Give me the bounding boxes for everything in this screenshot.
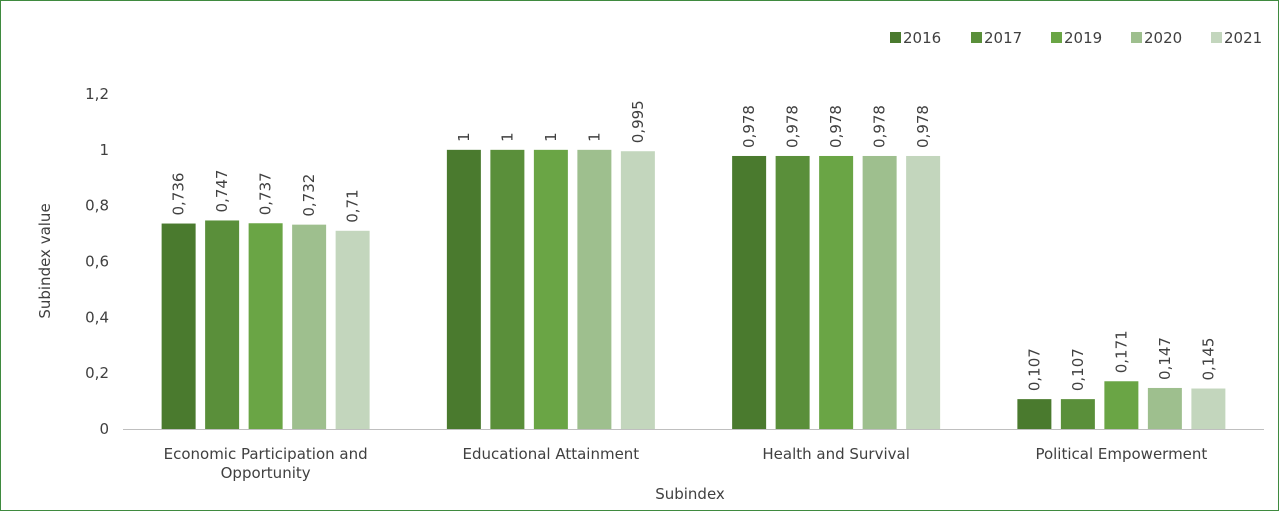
data-label: 1 xyxy=(455,132,473,142)
data-label: 1 xyxy=(542,132,560,142)
bar xyxy=(862,155,897,429)
legend-swatch xyxy=(1131,32,1142,43)
legend-label: 2020 xyxy=(1144,29,1182,47)
y-axis-title: Subindex value xyxy=(36,203,54,318)
bar xyxy=(533,149,568,430)
data-label: 0,147 xyxy=(1156,337,1174,380)
bar xyxy=(335,230,370,429)
data-label: 0,995 xyxy=(629,100,647,143)
legend-swatch xyxy=(971,32,982,43)
data-label: 0,747 xyxy=(213,170,231,213)
data-label: 0,171 xyxy=(1112,330,1130,373)
y-tick-label: 0,6 xyxy=(85,253,109,271)
y-tick-label: 0 xyxy=(99,420,109,438)
data-label: 0,978 xyxy=(784,105,802,148)
legend-swatch xyxy=(890,32,901,43)
data-label: 1 xyxy=(498,132,516,142)
data-label: 0,978 xyxy=(740,105,758,148)
y-tick-label: 1,2 xyxy=(85,85,109,103)
bar xyxy=(1104,381,1139,429)
data-label: 0,71 xyxy=(344,189,362,222)
data-label: 0,107 xyxy=(1025,348,1043,391)
bar xyxy=(819,155,854,429)
x-tick-label: Health and Survival xyxy=(762,445,910,463)
legend-label: 2017 xyxy=(984,29,1022,47)
bars xyxy=(161,149,1226,430)
data-label: 0,732 xyxy=(300,174,318,217)
x-tick-label: Educational Attainment xyxy=(463,445,640,463)
legend-label: 2019 xyxy=(1064,29,1102,47)
bar xyxy=(248,223,283,429)
bar xyxy=(775,155,810,429)
bar xyxy=(161,223,196,429)
data-label: 1 xyxy=(585,132,603,142)
legend-swatch xyxy=(1211,32,1222,43)
y-tick-label: 0,4 xyxy=(85,308,109,326)
bar xyxy=(292,224,327,429)
legend: 2016 2017 2019 2020 2021 xyxy=(890,29,1262,47)
bar xyxy=(490,149,525,430)
bar xyxy=(620,151,655,429)
bar xyxy=(446,149,481,430)
data-label: 0,737 xyxy=(257,172,275,215)
bar xyxy=(577,149,612,430)
x-tick-label: Economic Participation and xyxy=(164,445,368,463)
legend-label: 2016 xyxy=(903,29,941,47)
data-label: 0,978 xyxy=(871,105,889,148)
bar xyxy=(1191,388,1226,429)
bar xyxy=(732,155,767,429)
bar xyxy=(906,155,941,429)
data-label: 0,978 xyxy=(827,105,845,148)
legend-swatch xyxy=(1051,32,1062,43)
bar xyxy=(1017,399,1052,429)
data-label: 0,145 xyxy=(1199,338,1217,381)
x-tick-label: Opportunity xyxy=(221,464,311,482)
y-tick-label: 0,8 xyxy=(85,197,109,215)
y-tick-label: 0,2 xyxy=(85,364,109,382)
x-tick-label: Political Empowerment xyxy=(1035,445,1207,463)
y-tick-label: 1 xyxy=(99,141,109,159)
bar xyxy=(205,220,240,429)
data-label: 0,107 xyxy=(1069,348,1087,391)
data-label: 0,978 xyxy=(914,105,932,148)
data-label: 0,736 xyxy=(170,173,188,216)
bar xyxy=(1060,399,1095,429)
legend-label: 2021 xyxy=(1224,29,1262,47)
x-axis-title: Subindex xyxy=(655,485,725,503)
bar xyxy=(1147,387,1182,429)
y-axis: 0 0,2 0,4 0,6 0,8 1 1,2 xyxy=(85,85,109,438)
data-labels: 0,736 0,747 0,737 0,732 0,71 1 1 1 1 0,995 0,978 0,… xyxy=(170,100,1218,391)
